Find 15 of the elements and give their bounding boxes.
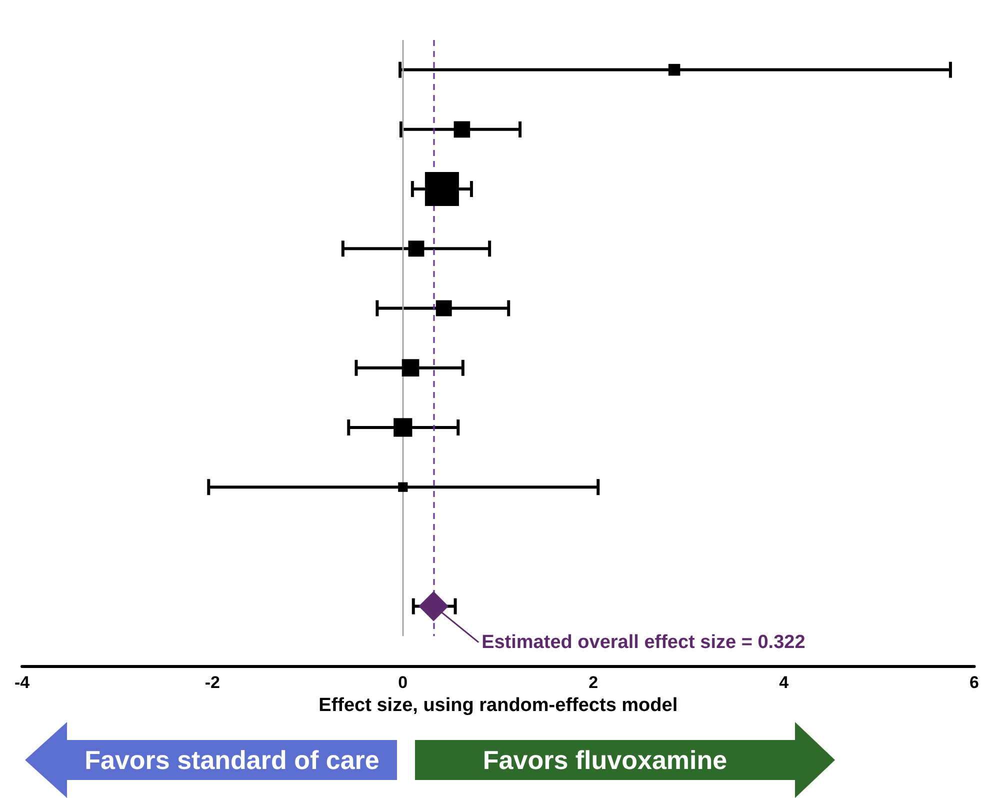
text: Favors fluvoxamine xyxy=(482,744,728,777)
x-axis-title: Effect size, using random-effects model xyxy=(318,695,678,716)
point xyxy=(454,121,470,138)
annotation: Estimated overall effect size = 0.322 xyxy=(482,632,806,653)
point xyxy=(436,300,452,316)
x-tick-label: 4 xyxy=(779,673,790,692)
x-tick-label: 0 xyxy=(398,673,408,692)
x-tick-label: 6 xyxy=(970,673,980,692)
point xyxy=(418,591,449,622)
x-tick-label: 2 xyxy=(588,673,598,692)
point xyxy=(402,359,420,377)
point xyxy=(408,240,424,257)
x-tick-label: -2 xyxy=(204,673,220,692)
x-tick-label: -4 xyxy=(14,673,30,692)
text: Favors standard of care xyxy=(84,744,380,777)
